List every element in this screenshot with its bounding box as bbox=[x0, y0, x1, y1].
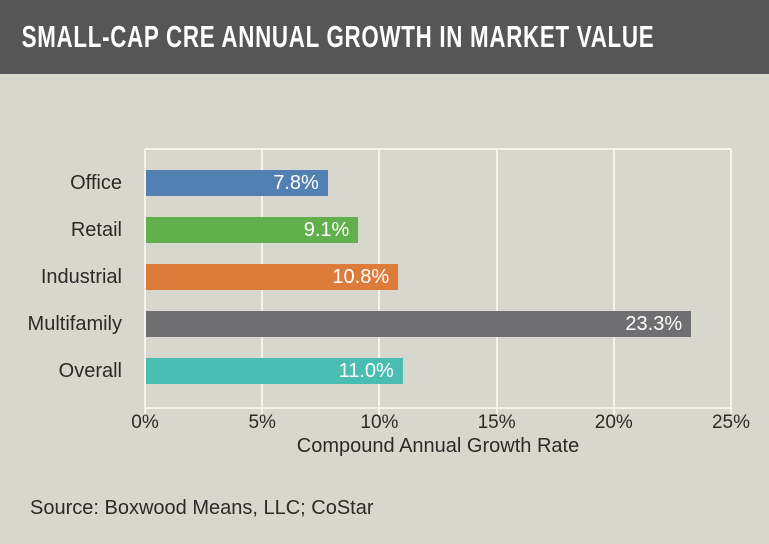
bar-value-label: 9.1% bbox=[303, 218, 350, 241]
category-label-overall: Overall bbox=[58, 360, 122, 382]
chart-header: SMALL-CAP CRE ANNUAL GROWTH IN MARKET VA… bbox=[0, 0, 769, 74]
category-label-office: Office bbox=[70, 172, 122, 194]
category-axis: Office Retail Industrial Multifamily Overall bbox=[0, 149, 133, 408]
bar-industrial: 10.8% bbox=[146, 264, 399, 290]
bar-value-label: 10.8% bbox=[332, 265, 390, 288]
bar-retail: 9.1% bbox=[146, 217, 359, 243]
x-axis-tick bbox=[495, 408, 498, 415]
x-axis-tick bbox=[378, 408, 381, 415]
category-label-multifamily: Multifamily bbox=[27, 313, 122, 335]
x-axis-tick bbox=[261, 408, 264, 415]
x-axis-tick-label: 25% bbox=[711, 412, 751, 433]
x-axis-tick-label: 5% bbox=[248, 412, 276, 433]
gridline bbox=[612, 149, 615, 408]
gridline bbox=[144, 149, 146, 408]
plot-area: 0% 5% 10% 15% 20% 25% 7.8% 9.1% 10.8% 23.3% 11.0% bbox=[131, 148, 750, 433]
gridline bbox=[495, 149, 498, 408]
x-axis-title: Compound Annual Growth Rate bbox=[296, 435, 580, 457]
bar-multifamily: 23.3% bbox=[146, 311, 692, 337]
x-axis-tick-label: 20% bbox=[594, 412, 633, 433]
x-axis-tick-label: 0% bbox=[131, 412, 159, 433]
plot-border-top bbox=[145, 148, 731, 150]
bar-value-label: 23.3% bbox=[625, 312, 683, 335]
gridline bbox=[730, 149, 732, 408]
x-axis-tick bbox=[730, 408, 732, 415]
category-label-retail: Retail bbox=[70, 219, 122, 241]
bar-overall: 11.0% bbox=[146, 358, 403, 384]
bar-value-label: 11.0% bbox=[338, 359, 394, 382]
bar-office: 7.8% bbox=[146, 170, 328, 196]
x-axis-tick bbox=[612, 408, 615, 415]
x-axis-tick-label: 15% bbox=[477, 412, 516, 433]
chart-title: SMALL-CAP CRE ANNUAL GROWTH IN MARKET VA… bbox=[21, 19, 655, 54]
x-axis-tick bbox=[144, 408, 146, 415]
plot-border-bottom bbox=[145, 407, 731, 409]
bar-value-label: 7.8% bbox=[273, 171, 319, 194]
source-note: Source: Boxwood Means, LLC; CoStar bbox=[30, 497, 374, 519]
category-label-industrial: Industrial bbox=[40, 266, 122, 288]
x-axis-tick-label: 10% bbox=[360, 412, 399, 433]
